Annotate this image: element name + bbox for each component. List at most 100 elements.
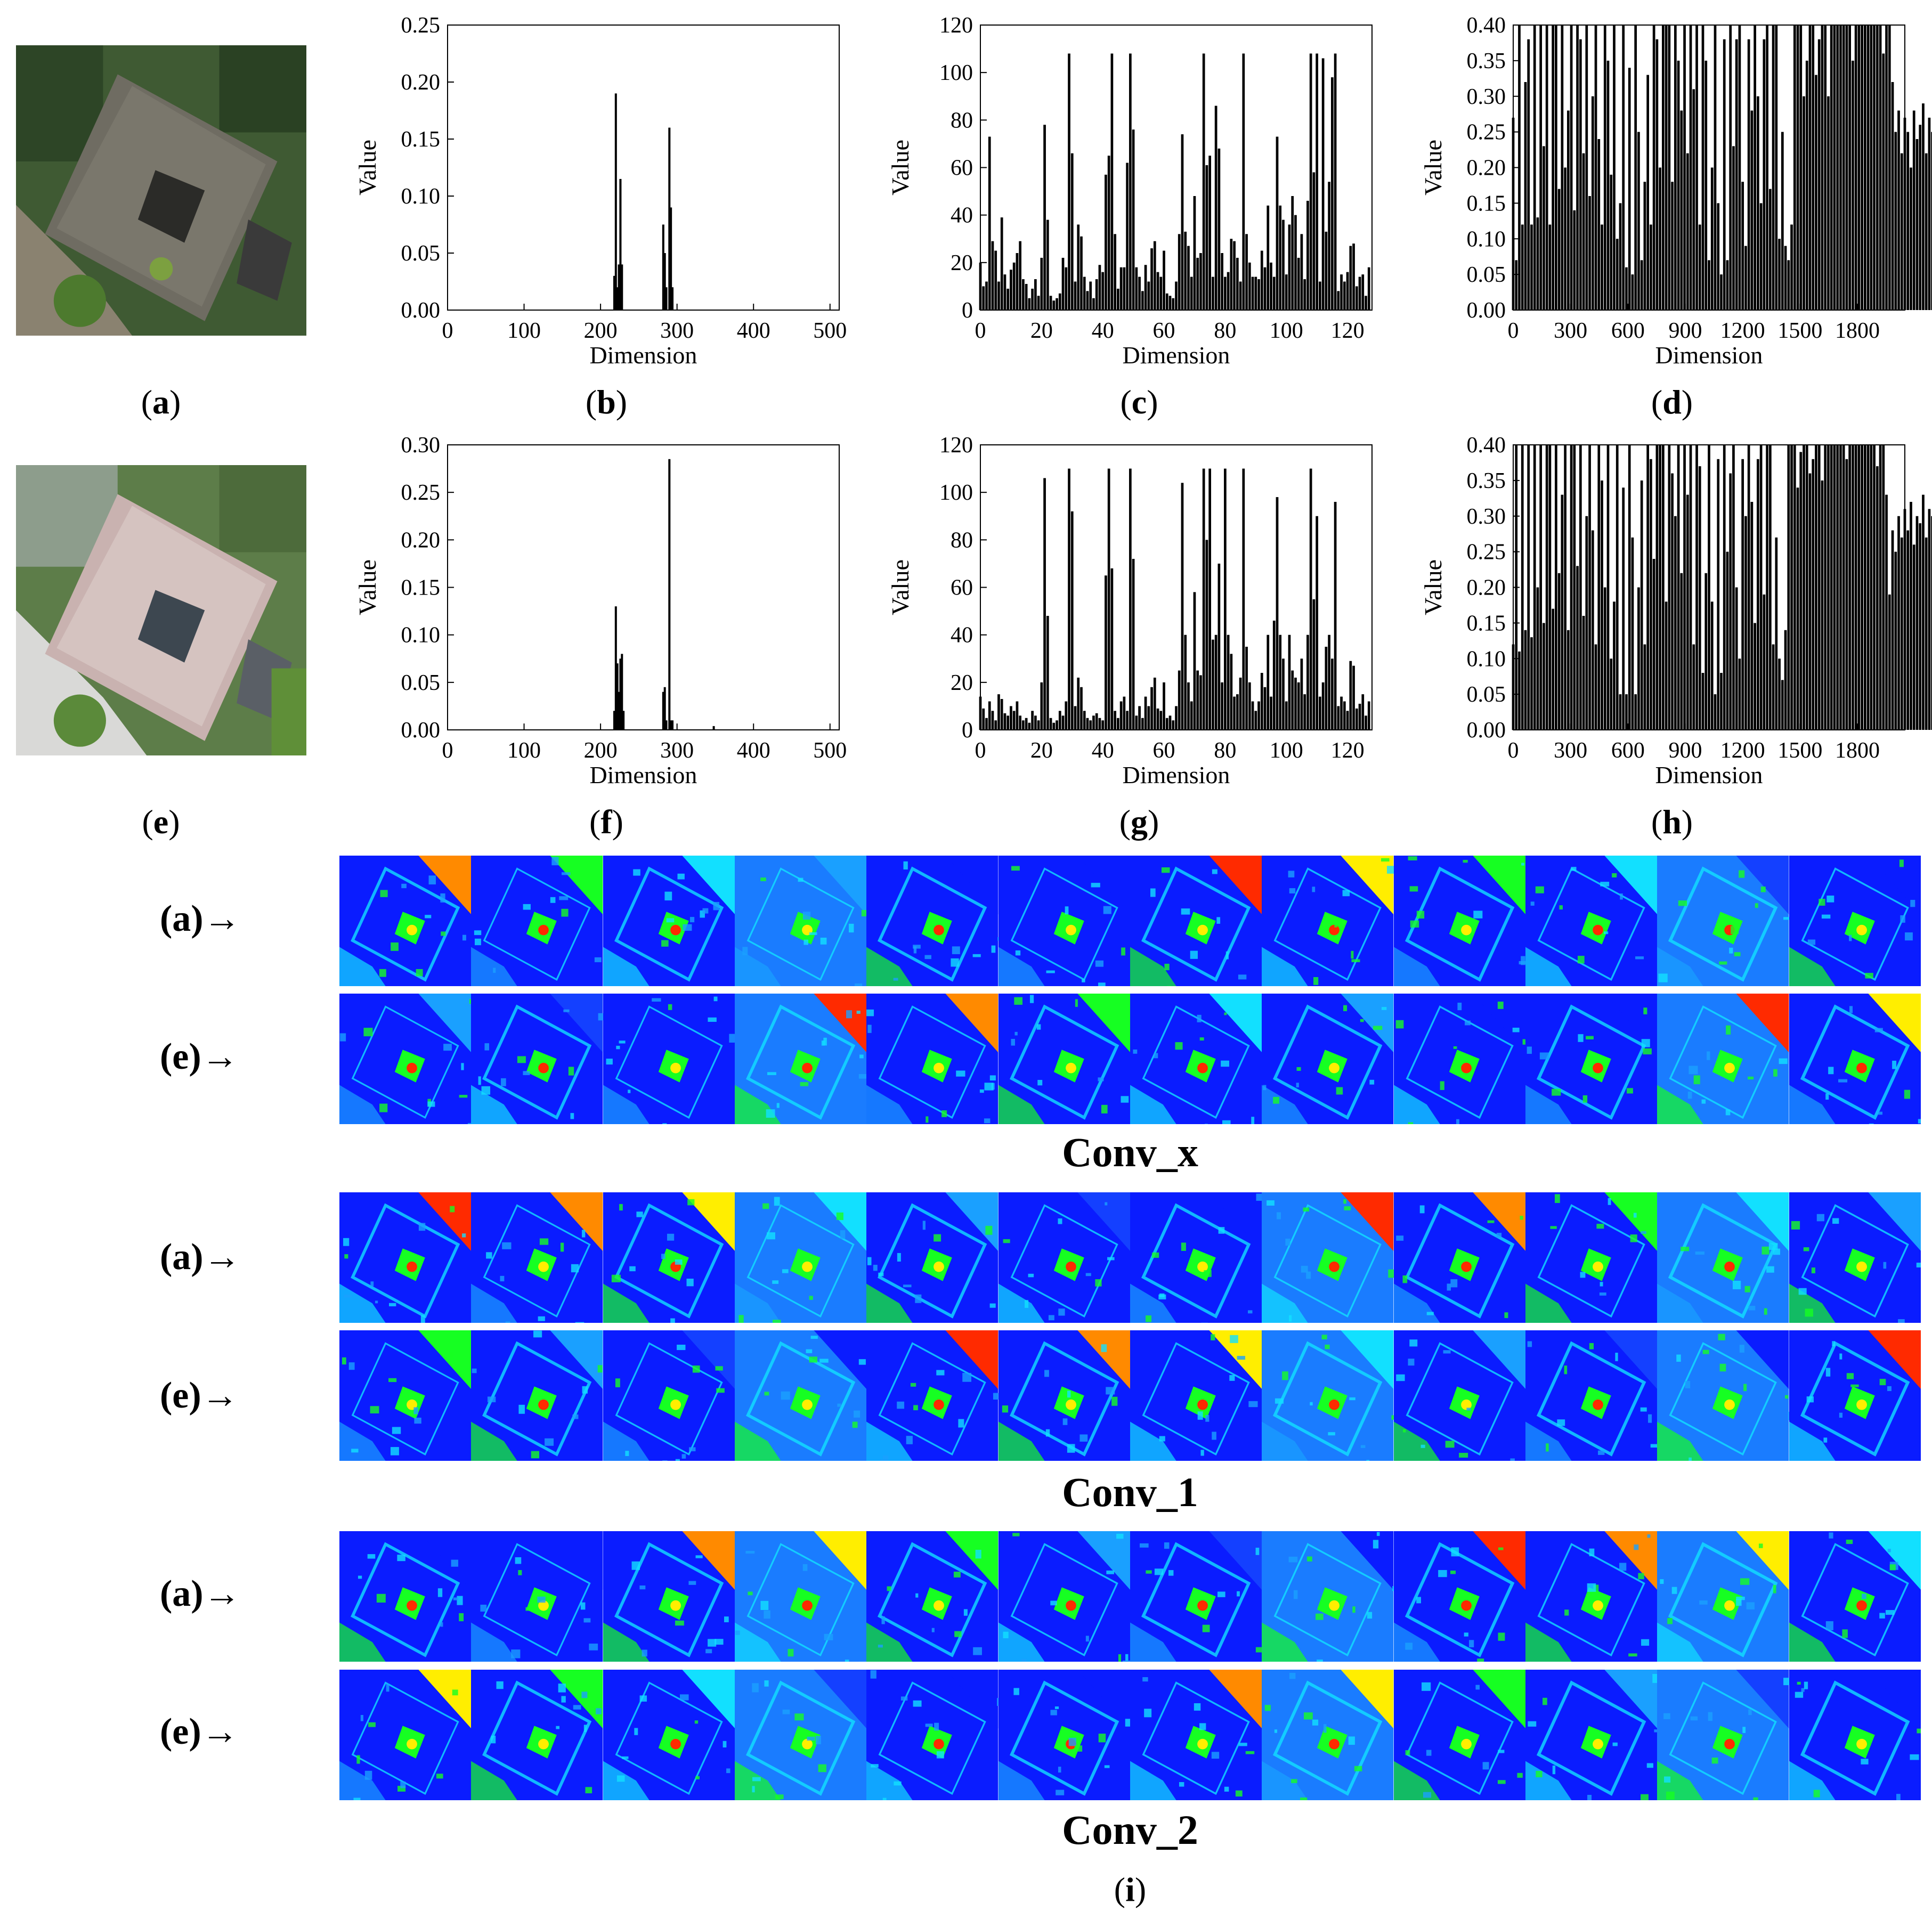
bar: [1812, 459, 1815, 730]
bar: [671, 287, 674, 310]
bar: [1671, 473, 1674, 730]
bar: [1912, 110, 1915, 310]
feature-map-tile: [339, 994, 472, 1124]
bar: [1202, 468, 1205, 730]
feature-map-tile: [339, 1531, 472, 1662]
bar: [985, 281, 988, 310]
bar: [1212, 639, 1214, 730]
panel-label-c: (c): [1120, 383, 1158, 421]
bar: [1686, 494, 1689, 730]
bar: [1524, 630, 1527, 730]
bar: [1110, 53, 1114, 310]
bar: [1870, 25, 1873, 310]
bar: [1708, 260, 1710, 310]
bar: [1316, 516, 1318, 730]
bar: [1873, 445, 1876, 730]
bar: [1784, 630, 1787, 730]
x-tick-label: 1200: [1720, 319, 1765, 343]
bar: [1616, 239, 1619, 310]
bar: [1545, 25, 1548, 310]
bar: [1208, 156, 1212, 310]
bar: [1230, 654, 1233, 730]
y-tick-label: 0: [962, 298, 973, 323]
feature-map-tile: [1393, 1531, 1525, 1662]
bar: [1119, 701, 1123, 730]
bar: [1065, 701, 1068, 730]
bar: [1080, 236, 1083, 310]
bar: [1557, 189, 1561, 310]
feature-map-tile: [998, 994, 1130, 1124]
y-axis-label: Value: [1419, 559, 1447, 615]
bar: [1735, 587, 1738, 730]
bar: [1766, 445, 1768, 730]
feature-map-tile: [603, 1670, 735, 1800]
bar: [1848, 445, 1851, 730]
x-tick-label: 200: [584, 319, 618, 343]
feature-map-tile: [1262, 994, 1394, 1124]
bar: [1300, 234, 1303, 310]
bar: [1022, 279, 1025, 310]
bar: [988, 136, 991, 310]
chart-f: 0 100 200 300 400 500 0.00 0.05 0.10 0.15 0.20 0.25…: [354, 433, 855, 790]
bar: [1224, 277, 1227, 310]
bar: [1294, 215, 1297, 310]
bar: [1701, 25, 1704, 310]
y-tick-label: 40: [951, 623, 973, 648]
bar: [1521, 224, 1524, 310]
bar: [1704, 60, 1708, 310]
bar: [1803, 445, 1805, 730]
y-tick-label: 0.05: [1467, 263, 1506, 287]
bar: [1105, 575, 1107, 730]
bar: [1848, 25, 1851, 310]
feature-map-tile: [1789, 1670, 1921, 1800]
y-tick-label: 0.15: [401, 576, 441, 600]
bar: [1894, 551, 1897, 730]
x-tick-label: 500: [813, 738, 847, 763]
bar: [1080, 687, 1083, 730]
bar: [1594, 644, 1597, 730]
bar: [1074, 706, 1077, 730]
bar: [1272, 277, 1276, 310]
row-tag-convx-a: (a)→: [160, 898, 241, 939]
y-tick-label: 20: [951, 251, 973, 275]
bar: [1058, 711, 1061, 730]
bar: [1588, 196, 1591, 310]
bar: [1735, 39, 1738, 310]
bar: [1527, 445, 1530, 730]
y-tick-label: 120: [939, 13, 973, 38]
bar: [1022, 720, 1025, 730]
bar: [1606, 60, 1610, 310]
bar: [1910, 167, 1912, 310]
bar: [1227, 635, 1230, 730]
bar: [1309, 53, 1312, 310]
bar: [1747, 445, 1750, 730]
bar: [1337, 706, 1340, 730]
bar: [1845, 25, 1848, 310]
bar: [1361, 694, 1365, 730]
bar: [1159, 711, 1163, 730]
bar: [1922, 494, 1925, 730]
bar: [1606, 445, 1610, 730]
bar: [1652, 559, 1655, 730]
bar: [1539, 445, 1543, 730]
bar: [1683, 25, 1686, 310]
bar: [1597, 139, 1601, 310]
bar: [1717, 459, 1720, 730]
bar: [1561, 25, 1564, 310]
bar: [1132, 559, 1135, 730]
panel-label-d: (d): [1651, 383, 1693, 421]
x-tick-label: 1800: [1835, 738, 1880, 763]
bar: [1190, 701, 1193, 730]
bar: [1061, 257, 1065, 310]
bar: [1168, 715, 1172, 730]
bar: [1548, 224, 1552, 310]
chart-d: 0 300 600 900 1200 1500 1800 0.00 0.05 0.10 0.15 0.…: [1419, 13, 1932, 370]
feature-map-tile: [1789, 994, 1921, 1124]
bar: [622, 711, 625, 730]
bar: [1019, 241, 1022, 310]
feature-map-tile: [998, 1192, 1130, 1323]
bar: [1744, 516, 1747, 730]
bar: [1726, 551, 1729, 730]
bar: [1922, 103, 1925, 310]
bar: [1230, 239, 1233, 310]
